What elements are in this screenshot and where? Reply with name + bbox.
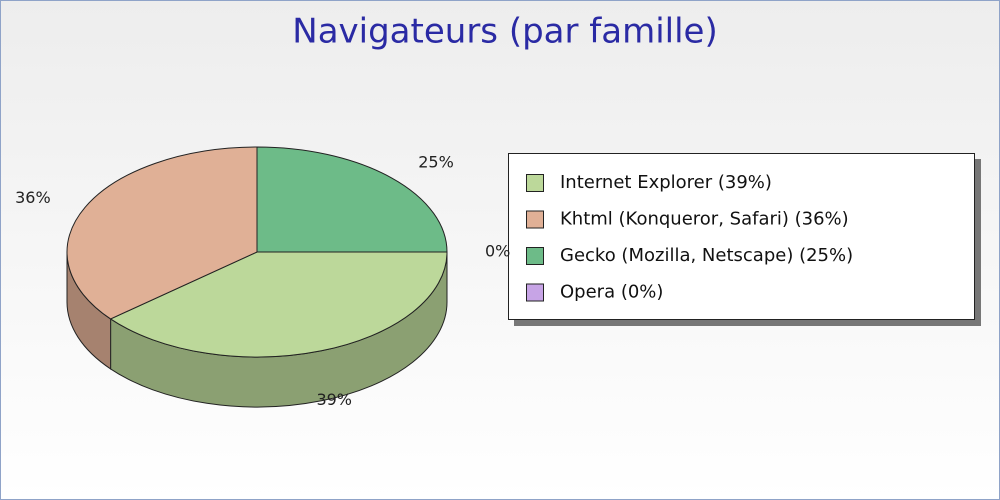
legend-swatch (526, 174, 544, 192)
legend-label: Opera (0%) (560, 282, 663, 303)
slice (256, 146, 448, 253)
legend (508, 153, 975, 320)
legend-label: Gecko (Mozilla, Netscape) (25%) (560, 245, 853, 266)
data-label: 0% (485, 242, 510, 261)
data-label: 36% (15, 188, 51, 207)
legend-swatch (526, 283, 544, 302)
slice (66, 146, 258, 320)
chart-title: Navigateurs (par famille) (292, 12, 717, 52)
legend-label: Internet Explorer (39%) (560, 172, 772, 193)
data-label: 39% (316, 390, 352, 409)
legend-swatch (526, 210, 544, 229)
legend-label: Khtml (Konqueror, Safari) (36%) (560, 209, 849, 230)
data-label: 25% (418, 152, 454, 171)
slice (109, 251, 448, 358)
legend-swatch (526, 247, 544, 265)
